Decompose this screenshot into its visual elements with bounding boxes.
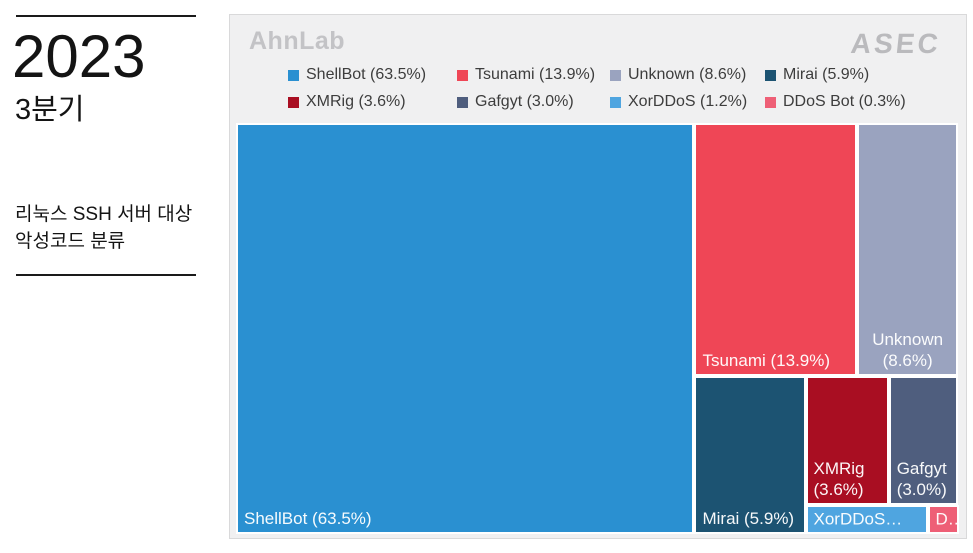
legend-swatch-tsunami <box>457 69 468 81</box>
report-quarter: 3분기 <box>15 94 85 126</box>
legend-item-gafgyt[interactable]: Gafgyt (3.0%) <box>457 93 610 111</box>
legend-swatch-xmrig <box>288 96 299 108</box>
treemap-tile-label-gafgyt: Gafgyt (3.0%) <box>896 458 947 499</box>
legend-label-xmrig: XMRig (3.6%) <box>306 93 406 110</box>
chart-card: AhnLab ASEC ShellBot (63.5%) Tsunami (13.… <box>229 14 967 539</box>
legend-swatch-shellbot <box>288 69 299 81</box>
treemap-tile-label-mirai: Mirai (5.9%) <box>702 508 795 528</box>
treemap-tile-tsunami[interactable]: Tsunami (13.9%) <box>694 123 858 377</box>
treemap-tile-gafgyt[interactable]: Gafgyt (3.0%) <box>888 376 958 505</box>
legend-item-tsunami[interactable]: Tsunami (13.9%) <box>457 66 610 84</box>
report-description-line1: 리눅스 SSH 서버 대상 <box>15 204 193 225</box>
treemap-tile-mirai[interactable]: Mirai (5.9%) <box>694 376 806 534</box>
legend-item-unknown[interactable]: Unknown (8.6%) <box>610 66 765 84</box>
treemap-tile-ddos-bot[interactable]: D… <box>927 504 959 534</box>
legend-item-mirai[interactable]: Mirai (5.9%) <box>765 66 906 84</box>
bottom-divider <box>16 274 196 276</box>
treemap-tile-label-ddos-bot: D… <box>935 509 957 529</box>
top-divider <box>16 15 196 17</box>
ahnlab-logo: AhnLab <box>249 27 346 55</box>
treemap-tile-shellbot[interactable]: ShellBot (63.5%) <box>236 123 695 534</box>
legend-swatch-ddos-bot <box>765 96 776 108</box>
asec-logo: ASEC <box>849 28 943 59</box>
report-description: 리눅스 SSH 서버 대상 악성코드 분류 <box>15 201 192 255</box>
treemap-plot: ShellBot (63.5%) Tsunami (13.9%) Unknown (8… <box>236 123 959 534</box>
treemap-tile-xorddos[interactable]: XorDDoS… <box>805 504 928 534</box>
legend-swatch-xorddos <box>610 96 621 108</box>
treemap-tile-label-tsunami: Tsunami (13.9%) <box>702 351 831 371</box>
legend-item-xmrig[interactable]: XMRig (3.6%) <box>288 93 457 111</box>
legend-label-ddos-bot: DDoS Bot (0.3%) <box>783 93 906 110</box>
legend-item-shellbot[interactable]: ShellBot (63.5%) <box>288 66 457 84</box>
treemap-tile-unknown[interactable]: Unknown (8.6%) <box>857 123 958 377</box>
legend-label-mirai: Mirai (5.9%) <box>783 66 870 83</box>
legend-item-xorddos[interactable]: XorDDoS (1.2%) <box>610 93 765 111</box>
report-description-line2: 악성코드 분류 <box>15 231 126 252</box>
treemap-tile-label-shellbot: ShellBot (63.5%) <box>244 509 372 528</box>
chart-legend: ShellBot (63.5%) Tsunami (13.9%) Unknown (… <box>288 66 906 111</box>
treemap-tile-label-xorddos: XorDDoS… <box>813 509 903 529</box>
legend-swatch-unknown <box>610 69 621 81</box>
treemap-tile-label-unknown: Unknown (8.6%) <box>872 330 944 371</box>
legend-item-ddos-bot[interactable]: DDoS Bot (0.3%) <box>765 93 906 111</box>
legend-swatch-gafgyt <box>457 96 468 108</box>
treemap-tile-xmrig[interactable]: XMRig (3.6%) <box>805 376 889 505</box>
legend-label-unknown: Unknown (8.6%) <box>628 66 747 83</box>
legend-label-gafgyt: Gafgyt (3.0%) <box>475 93 574 110</box>
legend-swatch-mirai <box>765 69 776 81</box>
report-year: 2023 <box>12 23 146 90</box>
legend-label-tsunami: Tsunami (13.9%) <box>475 66 596 83</box>
treemap-tile-label-xmrig: XMRig (3.6%) <box>813 458 865 499</box>
legend-label-shellbot: ShellBot (63.5%) <box>306 66 427 83</box>
left-panel: 2023 3분기 리눅스 SSH 서버 대상 악성코드 분류 <box>0 0 229 553</box>
legend-label-xorddos: XorDDoS (1.2%) <box>628 93 748 110</box>
